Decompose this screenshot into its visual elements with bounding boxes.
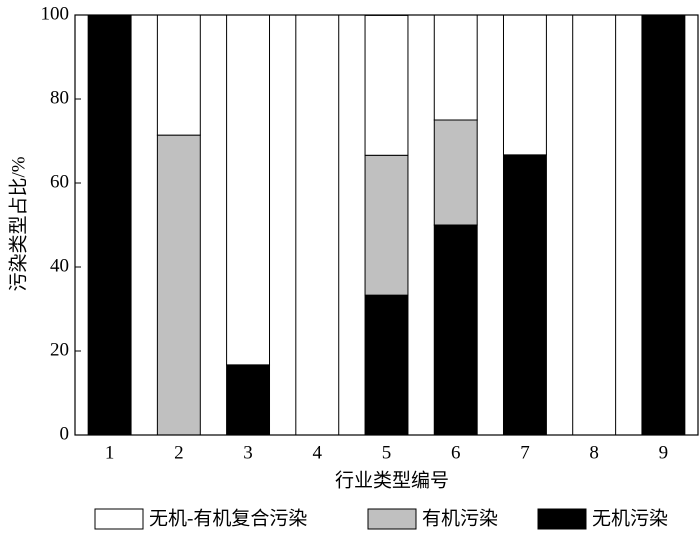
- bar-segment: [226, 364, 271, 436]
- legend-swatch: [537, 508, 587, 530]
- bar-segment: [364, 294, 409, 436]
- bar-segment: [572, 14, 617, 436]
- bar-segment: [433, 14, 478, 121]
- x-tick-label: 1: [105, 442, 115, 463]
- legend-swatch: [367, 508, 417, 530]
- bar-segment: [87, 14, 132, 436]
- y-tick-label: 40: [50, 255, 69, 276]
- x-tick-label: 8: [589, 442, 599, 463]
- y-tick-label: 0: [60, 423, 70, 444]
- y-tick-label: 100: [41, 3, 70, 24]
- x-tick-label: 5: [382, 442, 392, 463]
- y-tick-label: 80: [50, 87, 69, 108]
- bar-segment: [156, 14, 201, 136]
- x-tick-label: 6: [451, 442, 461, 463]
- legend-label: 有机污染: [422, 507, 498, 529]
- x-axis-label: 行业类型编号: [335, 469, 449, 491]
- bar-segment: [433, 119, 478, 226]
- bar-segment: [364, 14, 409, 156]
- y-tick-label: 20: [50, 339, 69, 360]
- y-axis-label: 污染类型占比/%: [7, 156, 29, 291]
- x-tick-label: 2: [174, 442, 184, 463]
- bar-segment: [502, 14, 547, 156]
- x-tick-label: 7: [520, 442, 530, 463]
- bar-segment: [364, 154, 409, 296]
- bar-segment: [641, 14, 686, 436]
- legend-label: 无机-有机复合污染: [149, 507, 307, 529]
- legend-swatch: [94, 508, 144, 530]
- bar-segment: [226, 14, 271, 366]
- x-tick-label: 9: [659, 442, 669, 463]
- x-tick-label: 3: [243, 442, 253, 463]
- y-tick-label: 60: [50, 171, 69, 192]
- x-tick-label: 4: [313, 442, 323, 463]
- bar-segment: [433, 224, 478, 436]
- plot-frame: [74, 14, 699, 436]
- legend-label: 无机污染: [592, 507, 668, 529]
- bar-segment: [502, 154, 547, 436]
- bar-segment: [156, 134, 201, 436]
- bar-segment: [295, 14, 340, 436]
